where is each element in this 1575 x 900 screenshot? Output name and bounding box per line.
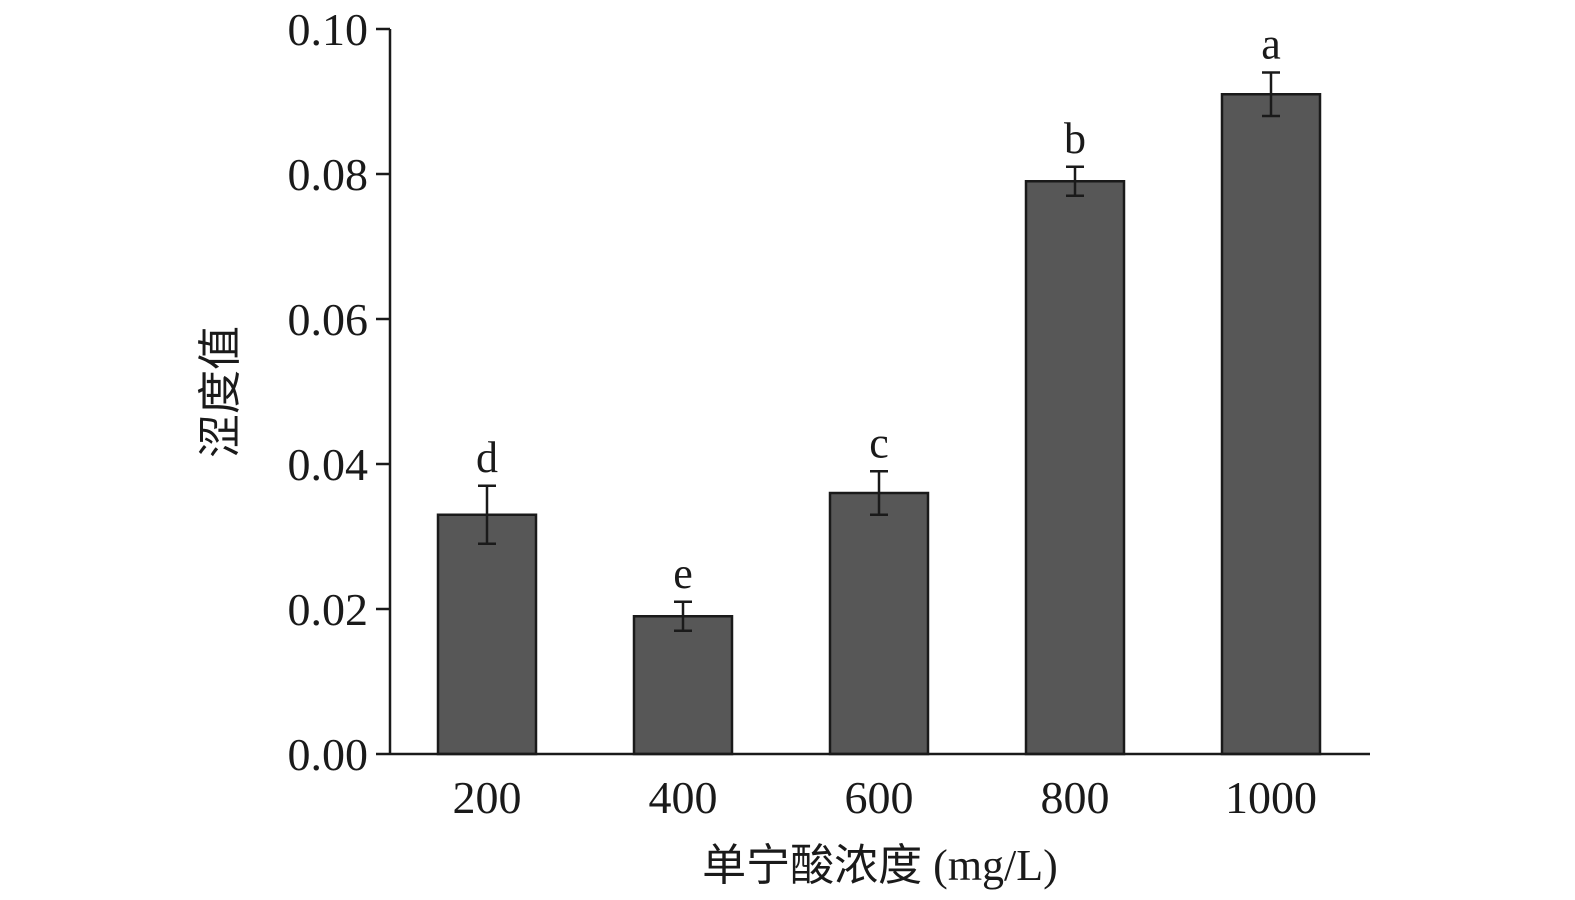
y-tick-label: 0.02: [288, 584, 369, 635]
bar-200: [436, 513, 538, 756]
x-tick-label: 200: [453, 772, 522, 823]
bar-400: [632, 615, 734, 756]
x-axis-title: 单宁酸浓度 (mg/L): [702, 841, 1058, 890]
significance-letters-group: d e c b a: [476, 20, 1281, 598]
significance-letter-1000: a: [1261, 20, 1281, 69]
y-tick-label: 0.10: [288, 4, 369, 55]
significance-letter-600: c: [869, 418, 889, 467]
y-axis-title: 涩度值: [196, 326, 245, 458]
significance-letter-800: b: [1064, 114, 1086, 163]
x-tick-label: 1000: [1225, 772, 1317, 823]
error-bar-600: [870, 470, 888, 516]
error-bars-group: [478, 71, 1280, 632]
x-tick-label: 800: [1041, 772, 1110, 823]
y-tick-label: 0.04: [288, 439, 369, 490]
error-bar-200: [478, 484, 496, 545]
bar-800: [1024, 180, 1126, 756]
error-bar-800: [1066, 165, 1084, 197]
significance-letter-400: e: [673, 549, 693, 598]
error-bar-400: [674, 600, 692, 632]
plot-area: d e c b a: [436, 20, 1322, 756]
bar-600: [828, 491, 930, 756]
x-axis-ticks: 200 400 600 800 1000: [453, 772, 1318, 823]
significance-letter-200: d: [476, 433, 498, 482]
bar-1000: [1220, 93, 1322, 756]
error-bar-1000: [1262, 71, 1280, 118]
y-tick-label: 0.00: [288, 729, 369, 780]
x-tick-label: 400: [649, 772, 718, 823]
y-axis-ticks: 0.00 0.02 0.04 0.06 0.08 0.10: [288, 4, 390, 780]
x-tick-label: 600: [845, 772, 914, 823]
y-tick-label: 0.08: [288, 149, 369, 200]
y-tick-label: 0.06: [288, 294, 369, 345]
